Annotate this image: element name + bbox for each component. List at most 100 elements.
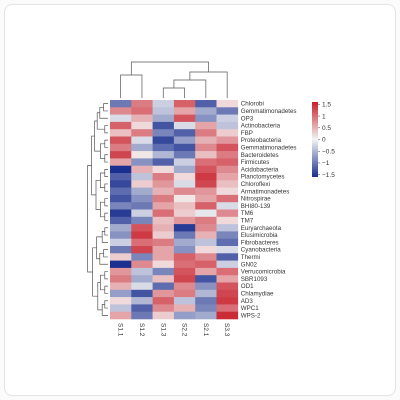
heatmap-cell <box>110 180 132 188</box>
row-labels: ChlorobiGemmatimonadetesOP3Actinobacteri… <box>241 101 297 320</box>
heatmap-cell <box>173 100 196 108</box>
heatmap-cell <box>173 121 196 130</box>
heatmap-cell <box>152 180 175 188</box>
heatmap-cell <box>110 202 132 210</box>
heatmap-cell <box>216 136 239 145</box>
column-dendrogram <box>120 61 228 98</box>
heatmap-cell <box>216 311 239 320</box>
heatmap-cell <box>131 304 153 312</box>
heatmap-cell <box>110 311 132 320</box>
heatmap-cell <box>195 260 217 269</box>
dendrogram-link <box>100 201 105 218</box>
heatmap-cell <box>131 180 153 188</box>
heatmap-cell <box>195 100 217 108</box>
heatmap-cell <box>110 224 132 232</box>
heatmap-cell <box>216 231 239 239</box>
heatmap-cell <box>152 253 175 261</box>
heatmap-cell <box>110 304 132 312</box>
heatmap-cell <box>216 209 239 218</box>
heatmap-cell <box>195 267 217 276</box>
heatmap-cell <box>110 238 132 247</box>
color-scale-legend: 1.5 1 0.5 0 −0.5 −1 −1.5 <box>312 102 335 179</box>
heatmap-cell <box>152 143 175 152</box>
heatmap-cell <box>195 216 217 225</box>
dendrogram-link <box>104 285 108 294</box>
row-label: Chlorobi <box>241 101 264 108</box>
row-label: OD1 <box>241 283 254 290</box>
heatmap-cell <box>110 297 132 305</box>
heatmap-cell <box>173 253 196 261</box>
column-label: S2.1 <box>202 323 209 337</box>
heatmap-cell <box>195 231 217 239</box>
heatmap-cell <box>216 289 239 298</box>
row-label: Chlamydiae <box>241 290 274 297</box>
legend-tick-label: 0 <box>322 137 326 144</box>
dendrogram-link <box>104 198 108 207</box>
heatmap-cell <box>152 246 175 254</box>
heatmap-cell <box>195 246 217 254</box>
heatmap-cell <box>195 107 217 115</box>
dendrogram-link <box>96 112 105 130</box>
heatmap-cell <box>152 129 175 137</box>
dendrogram-link <box>104 154 108 163</box>
heatmap-cell <box>152 158 175 166</box>
dendrogram-link <box>100 274 105 291</box>
heatmap-cell <box>110 275 132 283</box>
heatmap-cell <box>173 158 196 166</box>
heatmap-cell <box>131 267 153 276</box>
heatmap-cell <box>152 224 175 232</box>
heatmap-cell <box>173 107 196 115</box>
heatmap-cell <box>110 209 132 218</box>
row-label: WPC1 <box>241 305 259 312</box>
row-label: Gemmatimonadetes <box>241 108 297 115</box>
column-labels: S1.1 S1.2 S1.3 S2.2 S2.1 S3.3 <box>117 323 230 337</box>
heatmap-cell <box>110 143 132 152</box>
heatmap-cell <box>216 100 239 108</box>
heatmap-cell <box>131 158 153 166</box>
heatmap-cell <box>216 121 239 130</box>
heatmap-cell <box>195 180 217 188</box>
heatmap-cell <box>131 238 153 247</box>
dendrogram-link <box>130 61 209 75</box>
heatmap-cell <box>173 275 196 283</box>
heatmap-cell <box>131 246 153 254</box>
heatmap-cell <box>216 187 239 196</box>
heatmap-cell <box>216 275 239 283</box>
row-label: Planctomycetes <box>241 174 285 181</box>
heatmap-cell <box>131 165 153 174</box>
heatmap-cell <box>131 107 153 115</box>
column-label: S1.3 <box>159 323 166 337</box>
heatmap-cell <box>131 136 153 145</box>
heatmap-cell <box>152 114 175 123</box>
row-label: SBR1093 <box>241 276 268 283</box>
legend-tick-label: 0.5 <box>322 125 331 132</box>
heatmap-cell <box>110 216 132 225</box>
heatmap-cell <box>195 238 217 247</box>
row-label: WPS-2 <box>241 312 261 319</box>
heatmap-cell <box>152 187 175 196</box>
dendrogram-link <box>104 271 108 280</box>
color-scale-bar <box>312 102 318 177</box>
heatmap-cell <box>195 136 217 145</box>
heatmap-cell <box>152 289 175 298</box>
heatmap-cell <box>152 165 175 174</box>
heatmap-cell <box>152 260 175 269</box>
heatmap-cell <box>152 267 175 276</box>
heatmap-cell <box>195 143 217 152</box>
heatmap-cell <box>152 107 175 115</box>
column-label: S1.2 <box>138 323 145 337</box>
dendrogram-link <box>104 212 108 221</box>
legend-tick-label: 1.5 <box>322 102 331 109</box>
heatmap-cell <box>195 224 217 232</box>
column-label: S2.2 <box>181 323 188 337</box>
heatmap-cell <box>110 282 132 291</box>
heatmap-cell <box>152 136 175 145</box>
heatmap-cell <box>131 129 153 137</box>
heatmap-cell <box>131 100 153 108</box>
legend-tick-label: −0.5 <box>322 148 335 155</box>
row-label: Bacteroidetes <box>241 152 279 159</box>
heatmap-cell <box>110 194 132 203</box>
dendrogram-link <box>173 79 207 98</box>
heatmap-cell <box>152 100 175 108</box>
